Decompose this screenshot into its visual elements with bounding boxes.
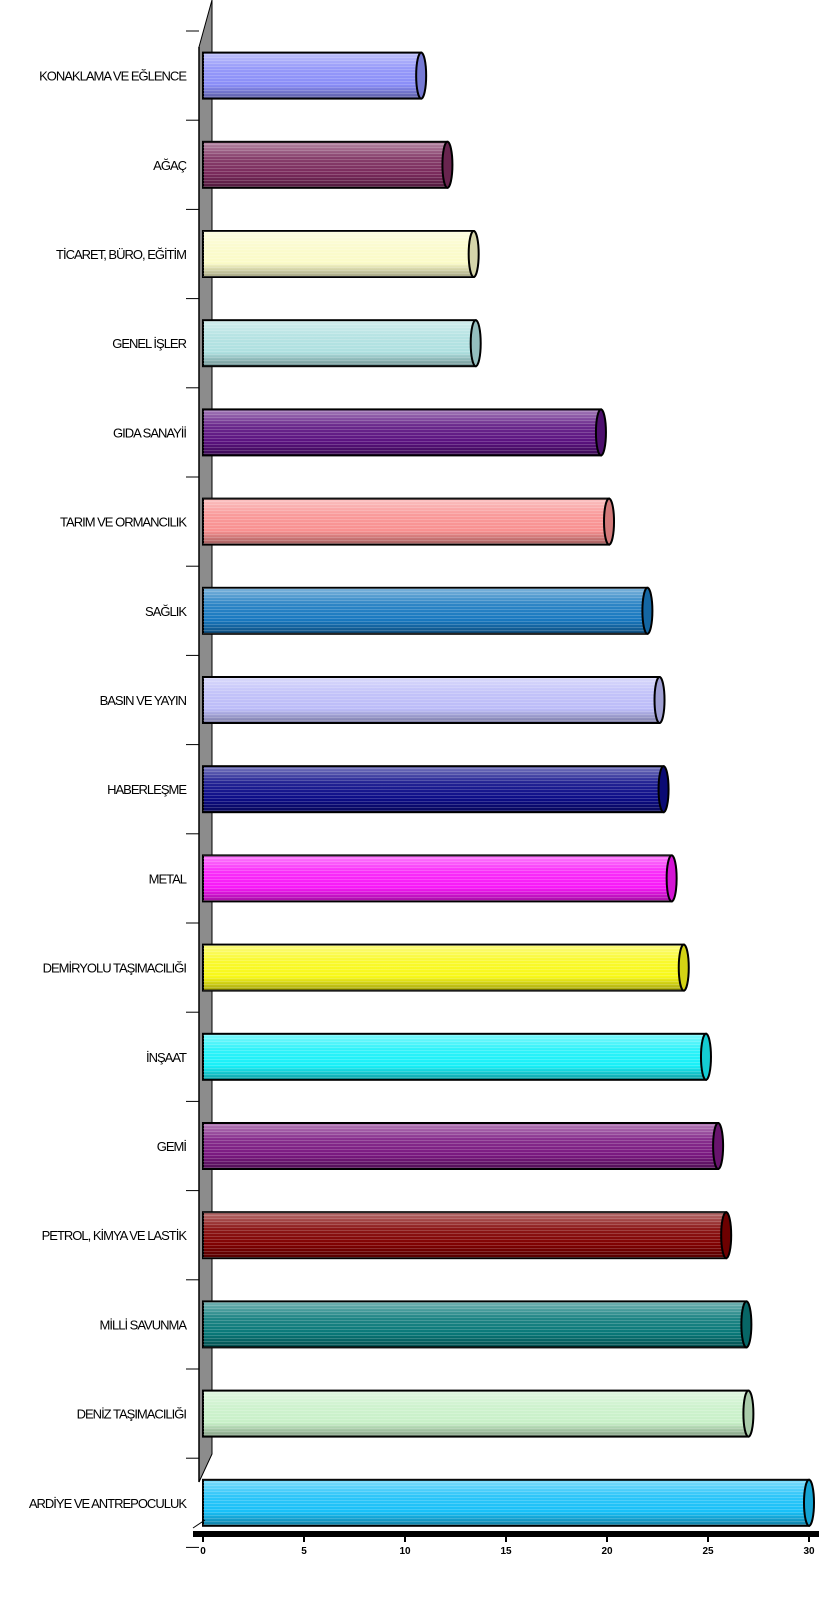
- bar: [202, 408, 607, 457]
- bar-texture: [203, 231, 474, 277]
- bar-texture: [203, 320, 476, 367]
- category-label: GIDA SANAYİİ: [113, 425, 186, 440]
- bar: [202, 230, 480, 278]
- bar-end-cap: [441, 140, 454, 189]
- bar-texture: [203, 1212, 727, 1259]
- bar-end-cap: [803, 1478, 815, 1527]
- bar-end-cap: [653, 676, 666, 724]
- bar: [202, 765, 670, 814]
- bar-texture: [203, 409, 601, 456]
- category-tick-marks: [186, 30, 199, 1548]
- bar-texture: [203, 498, 610, 545]
- bar-texture: [203, 677, 660, 723]
- category-labels: KONAKLAMA VE EĞLENCE AĞAÇ TİCARET, BÜRO, E…: [29, 69, 188, 1511]
- bar-end-cap: [740, 1300, 753, 1349]
- category-label: GENEL İŞLER: [112, 336, 186, 351]
- bar: [202, 1478, 815, 1527]
- bar-end-cap: [469, 319, 482, 368]
- bar-end-cap: [720, 1211, 733, 1260]
- bar: [202, 676, 666, 724]
- bar: [202, 140, 454, 189]
- x-tick-label: 15: [500, 1546, 512, 1557]
- bar-end-cap: [641, 586, 654, 635]
- category-label: İNŞAAT: [146, 1050, 187, 1065]
- bar-series: [202, 51, 815, 1527]
- category-label: AĞAÇ: [153, 158, 186, 173]
- bar: [202, 1211, 733, 1260]
- bar: [202, 1300, 753, 1349]
- bar: [202, 1122, 725, 1170]
- category-label: DENİZ TAŞIMACILIĞI: [77, 1407, 187, 1422]
- bar-end-cap: [665, 854, 678, 903]
- bar-end-cap: [415, 51, 428, 100]
- bar: [202, 1389, 755, 1438]
- bar-texture: [203, 855, 672, 902]
- bar: [202, 319, 482, 368]
- bar-end-cap: [594, 408, 607, 457]
- category-label: DEMİRYOLU TAŞIMACILIĞI: [43, 961, 187, 976]
- bar-texture: [203, 141, 448, 188]
- bar: [202, 51, 428, 100]
- category-label: MİLLİ SAVUNMA: [100, 1317, 188, 1332]
- bar: [202, 497, 616, 546]
- bar-texture: [203, 944, 684, 991]
- bar-texture: [203, 766, 664, 813]
- x-axis: 0 5 10 15 20 25 30: [192, 1519, 819, 1557]
- x-tick-label: 5: [301, 1546, 307, 1557]
- category-label: BASIN VE YAYIN: [100, 693, 187, 708]
- bar-texture: [203, 1479, 809, 1526]
- x-tick-label: 25: [702, 1546, 714, 1557]
- bar-texture: [203, 52, 422, 99]
- bar-end-cap: [677, 943, 690, 992]
- bar-end-cap: [712, 1122, 725, 1170]
- x-tick-label: 0: [200, 1546, 206, 1557]
- bar-texture: [203, 587, 648, 634]
- back-wall: [198, 0, 213, 1483]
- bar: [202, 1032, 712, 1081]
- category-label: HABERLEŞME: [107, 782, 187, 797]
- category-label: GEMİ: [157, 1139, 187, 1154]
- bar-texture: [203, 1301, 747, 1348]
- category-label: KONAKLAMA VE EĞLENCE: [39, 69, 187, 84]
- bar-texture: [203, 1123, 719, 1169]
- bar-end-cap: [467, 230, 480, 278]
- x-axis-corner: [192, 1519, 206, 1529]
- bar-end-cap: [699, 1032, 712, 1081]
- category-label: ARDİYE VE ANTREPOCULUK: [29, 1496, 187, 1511]
- bar: [202, 854, 678, 903]
- bar-texture: [203, 1033, 706, 1080]
- category-label: SAĞLIK: [145, 604, 187, 619]
- x-tick-label: 30: [803, 1546, 815, 1557]
- bar: [202, 943, 690, 992]
- bar-end-cap: [742, 1389, 755, 1438]
- category-label: METAL: [149, 871, 187, 886]
- bar-end-cap: [603, 497, 616, 546]
- axis-wall: [198, 0, 213, 1483]
- bar-end-cap: [657, 765, 670, 814]
- category-label: TİCARET, BÜRO, EĞİTİM: [56, 247, 186, 262]
- category-label: PETROL, KİMYA VE LASTİK: [42, 1228, 188, 1243]
- x-tick-label: 20: [601, 1546, 613, 1557]
- bar: [202, 586, 654, 635]
- category-label: TARIM VE ORMANCILIK: [60, 515, 187, 530]
- bar-texture: [203, 1390, 749, 1437]
- x-tick-label: 10: [399, 1546, 411, 1557]
